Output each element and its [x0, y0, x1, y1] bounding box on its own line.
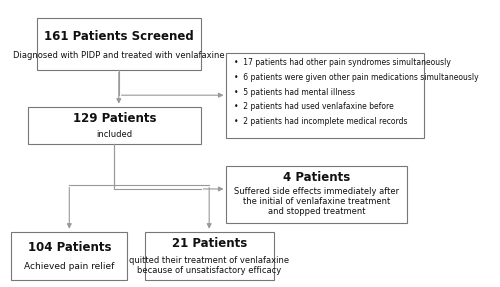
Text: Diagnosed with PIDP and treated with venlafaxine: Diagnosed with PIDP and treated with ven…: [13, 51, 224, 60]
FancyBboxPatch shape: [226, 166, 407, 223]
Text: 4 Patients: 4 Patients: [283, 171, 350, 184]
Text: •  6 patients were given other pain medications simultaneously: • 6 patients were given other pain medic…: [234, 73, 479, 82]
Text: •  17 patients had other pain syndromes simultaneously: • 17 patients had other pain syndromes s…: [234, 58, 451, 67]
Text: quitted their treatment of venlafaxine
because of unsatisfactory efficacy: quitted their treatment of venlafaxine b…: [129, 256, 289, 275]
Text: •  2 patients had used venlafaxine before: • 2 patients had used venlafaxine before: [234, 102, 394, 111]
Text: •  5 patients had mental illness: • 5 patients had mental illness: [234, 88, 355, 97]
Text: 161 Patients Screened: 161 Patients Screened: [44, 30, 194, 43]
FancyBboxPatch shape: [28, 106, 200, 144]
Text: 129 Patients: 129 Patients: [72, 112, 156, 125]
Text: Achieved pain relief: Achieved pain relief: [24, 262, 114, 271]
Text: 104 Patients: 104 Patients: [28, 241, 111, 254]
Text: included: included: [96, 130, 132, 139]
FancyBboxPatch shape: [37, 18, 200, 70]
FancyBboxPatch shape: [144, 232, 274, 280]
FancyBboxPatch shape: [226, 53, 424, 138]
Text: Suffered side effects immediately after
the initial of venlafaxine treatment
and: Suffered side effects immediately after …: [234, 187, 400, 216]
Text: •  2 patients had incomplete medical records: • 2 patients had incomplete medical reco…: [234, 117, 408, 126]
Text: 21 Patients: 21 Patients: [172, 237, 247, 250]
FancyBboxPatch shape: [11, 232, 128, 280]
